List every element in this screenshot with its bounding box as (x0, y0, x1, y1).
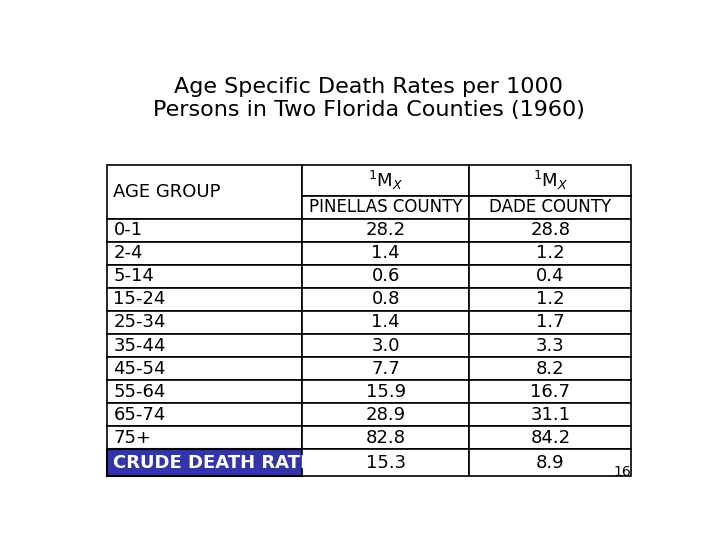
Text: $^1$M$_X$: $^1$M$_X$ (368, 168, 403, 192)
Bar (302, 265, 469, 288)
Bar (469, 165, 631, 196)
Bar (107, 219, 302, 242)
Text: 8.9: 8.9 (536, 454, 564, 472)
Text: Age Specific Death Rates per 1000
Persons in Two Florida Counties (1960): Age Specific Death Rates per 1000 Person… (153, 77, 585, 120)
Bar (107, 265, 302, 288)
Bar (469, 311, 631, 334)
Bar (302, 427, 469, 449)
Text: 16: 16 (613, 464, 631, 478)
Bar (107, 288, 302, 311)
Bar (302, 288, 469, 311)
Text: 45-54: 45-54 (114, 360, 166, 377)
Text: 0.6: 0.6 (372, 267, 400, 285)
Bar (469, 449, 631, 476)
Text: 15.3: 15.3 (366, 454, 406, 472)
Text: 15.9: 15.9 (366, 383, 406, 401)
Bar (302, 403, 469, 427)
Text: 28.9: 28.9 (366, 406, 406, 424)
Text: 15-24: 15-24 (114, 291, 166, 308)
Bar (469, 380, 631, 403)
Text: 28.8: 28.8 (531, 221, 570, 239)
Bar (302, 165, 469, 196)
Text: 84.2: 84.2 (531, 429, 570, 447)
Bar (469, 242, 631, 265)
Text: 5-14: 5-14 (114, 267, 154, 285)
Text: 1.4: 1.4 (372, 244, 400, 262)
Bar (469, 403, 631, 427)
Bar (302, 380, 469, 403)
Text: 35-44: 35-44 (114, 336, 166, 355)
Text: 28.2: 28.2 (366, 221, 406, 239)
Bar (469, 288, 631, 311)
Text: 2-4: 2-4 (114, 244, 143, 262)
Bar (302, 196, 469, 219)
Text: 25-34: 25-34 (114, 314, 166, 332)
Bar (107, 380, 302, 403)
Text: 0.4: 0.4 (536, 267, 564, 285)
Text: 82.8: 82.8 (366, 429, 406, 447)
Text: 1.2: 1.2 (536, 244, 564, 262)
Text: PINELLAS COUNTY: PINELLAS COUNTY (309, 198, 462, 216)
Bar (469, 219, 631, 242)
Text: 16.7: 16.7 (531, 383, 570, 401)
Text: 7.7: 7.7 (372, 360, 400, 377)
Bar (469, 357, 631, 380)
Bar (302, 242, 469, 265)
Bar (469, 427, 631, 449)
Bar (469, 334, 631, 357)
Bar (469, 196, 631, 219)
Text: 55-64: 55-64 (114, 383, 166, 401)
Bar (107, 165, 302, 219)
Text: 3.3: 3.3 (536, 336, 564, 355)
Bar (107, 357, 302, 380)
Text: 3.0: 3.0 (372, 336, 400, 355)
Text: 0.8: 0.8 (372, 291, 400, 308)
Bar (302, 334, 469, 357)
Bar (107, 242, 302, 265)
Bar (302, 449, 469, 476)
Text: 0-1: 0-1 (114, 221, 143, 239)
Bar (107, 449, 302, 476)
Bar (469, 265, 631, 288)
Text: $^1$M$_X$: $^1$M$_X$ (533, 168, 568, 192)
Text: 65-74: 65-74 (114, 406, 166, 424)
Text: 8.2: 8.2 (536, 360, 564, 377)
Bar (107, 403, 302, 427)
Bar (302, 311, 469, 334)
Bar (107, 311, 302, 334)
Bar (107, 334, 302, 357)
Bar (107, 427, 302, 449)
Text: 75+: 75+ (114, 429, 151, 447)
Bar (302, 219, 469, 242)
Bar (302, 357, 469, 380)
Text: 1.2: 1.2 (536, 291, 564, 308)
Text: 31.1: 31.1 (531, 406, 570, 424)
Text: DADE COUNTY: DADE COUNTY (490, 198, 611, 216)
Text: CRUDE DEATH RATE: CRUDE DEATH RATE (114, 454, 312, 472)
Text: 1.4: 1.4 (372, 314, 400, 332)
Text: AGE GROUP: AGE GROUP (114, 183, 221, 201)
Text: 1.7: 1.7 (536, 314, 564, 332)
